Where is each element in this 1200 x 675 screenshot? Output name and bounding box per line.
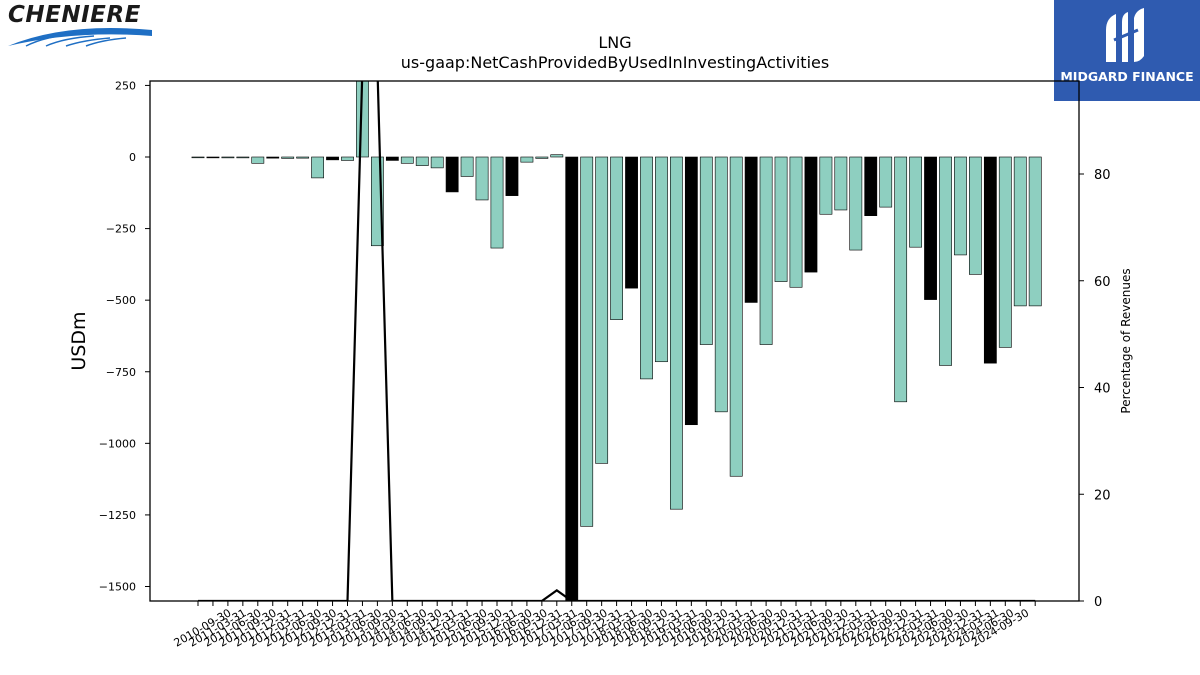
bar <box>236 156 250 159</box>
bar <box>759 156 773 345</box>
cheniere-logo-text: CHENIERE <box>8 2 141 28</box>
y2-tick-label: 40 <box>1094 382 1111 397</box>
bar <box>341 156 354 161</box>
y-tick-label: −1500 <box>99 581 136 594</box>
bar <box>400 156 414 164</box>
bar <box>834 156 848 211</box>
bar <box>669 156 683 510</box>
bar <box>954 156 967 256</box>
y2-tick-label: 60 <box>1094 275 1111 290</box>
y2-axis-ticks: 0 20 40 60 80 <box>1079 168 1111 610</box>
bar <box>879 156 893 208</box>
bar <box>655 156 668 363</box>
y-tick-label: 250 <box>115 79 136 92</box>
bar <box>266 156 280 159</box>
bar <box>460 156 474 177</box>
chart-subtitle: us-gaap:NetCashProvidedByUsedInInvesting… <box>401 53 829 72</box>
bar <box>430 156 444 169</box>
y-axis-ticks: 250 0 −250 −500 −750 −1000 −1250 −1500 <box>99 79 150 594</box>
bar <box>206 156 220 159</box>
bar <box>849 156 863 251</box>
bar <box>445 156 459 193</box>
bar <box>894 156 908 403</box>
bar <box>939 156 952 366</box>
bar <box>1028 156 1042 307</box>
bar <box>191 156 205 159</box>
bar <box>640 156 653 380</box>
midgard-emblem-icon <box>1106 8 1144 62</box>
y2-axis-label: Percentage of Revenues <box>1119 268 1133 413</box>
y-tick-label: −750 <box>106 366 136 379</box>
y-tick-label: −250 <box>106 223 136 236</box>
bar <box>1013 156 1027 307</box>
plot-frame <box>149 80 1080 602</box>
y-tick-label: −1250 <box>99 509 136 522</box>
bar <box>968 156 982 275</box>
y2-tick-label: 20 <box>1094 488 1111 503</box>
bar <box>744 156 758 303</box>
bar <box>326 156 339 161</box>
percentage-line <box>198 81 1036 601</box>
bar <box>625 156 638 289</box>
bar <box>699 156 713 345</box>
midgard-logo-text: MIDGARD FINANCE <box>1060 69 1194 84</box>
cheniere-logo: CHENIERE <box>6 2 156 52</box>
bar <box>475 156 489 201</box>
bar <box>714 156 728 413</box>
bar <box>535 156 549 159</box>
y-tick-label: 0 <box>129 151 136 164</box>
y-tick-label: −500 <box>106 294 136 307</box>
y-axis-label: USDm <box>68 311 90 370</box>
bar <box>774 156 788 282</box>
y-tick-label: −1000 <box>99 437 136 450</box>
bar <box>684 156 698 426</box>
bar <box>580 156 594 527</box>
x-axis-ticks: 2010-09-302011-03-312011-06-302011-09-30… <box>172 601 1036 650</box>
bar <box>251 156 265 164</box>
bar <box>909 156 922 248</box>
bar <box>520 156 534 163</box>
y2-tick-label: 80 <box>1094 168 1111 183</box>
bar <box>789 156 803 288</box>
bar <box>385 156 399 161</box>
bar <box>924 156 937 300</box>
bar <box>565 156 579 601</box>
bar <box>595 156 609 464</box>
bar <box>296 156 310 159</box>
bar <box>998 156 1012 348</box>
bar <box>415 156 429 166</box>
y2-tick-label: 0 <box>1094 595 1102 610</box>
bar <box>550 154 564 158</box>
midgard-finance-logo: MIDGARD FINANCE <box>1054 0 1200 101</box>
bar <box>490 156 504 249</box>
bar <box>819 156 833 215</box>
bar <box>804 156 818 273</box>
bar <box>610 156 623 320</box>
bar <box>281 156 295 159</box>
bar <box>505 156 519 196</box>
bar <box>864 156 878 217</box>
chart-title: LNG <box>598 33 631 52</box>
bars-group <box>191 81 1042 601</box>
bar <box>221 156 235 159</box>
percentage-line-group <box>198 81 1036 601</box>
bar <box>983 156 997 364</box>
bar <box>729 156 743 477</box>
bar <box>311 156 324 179</box>
cheniere-swoosh-icon <box>8 28 152 47</box>
